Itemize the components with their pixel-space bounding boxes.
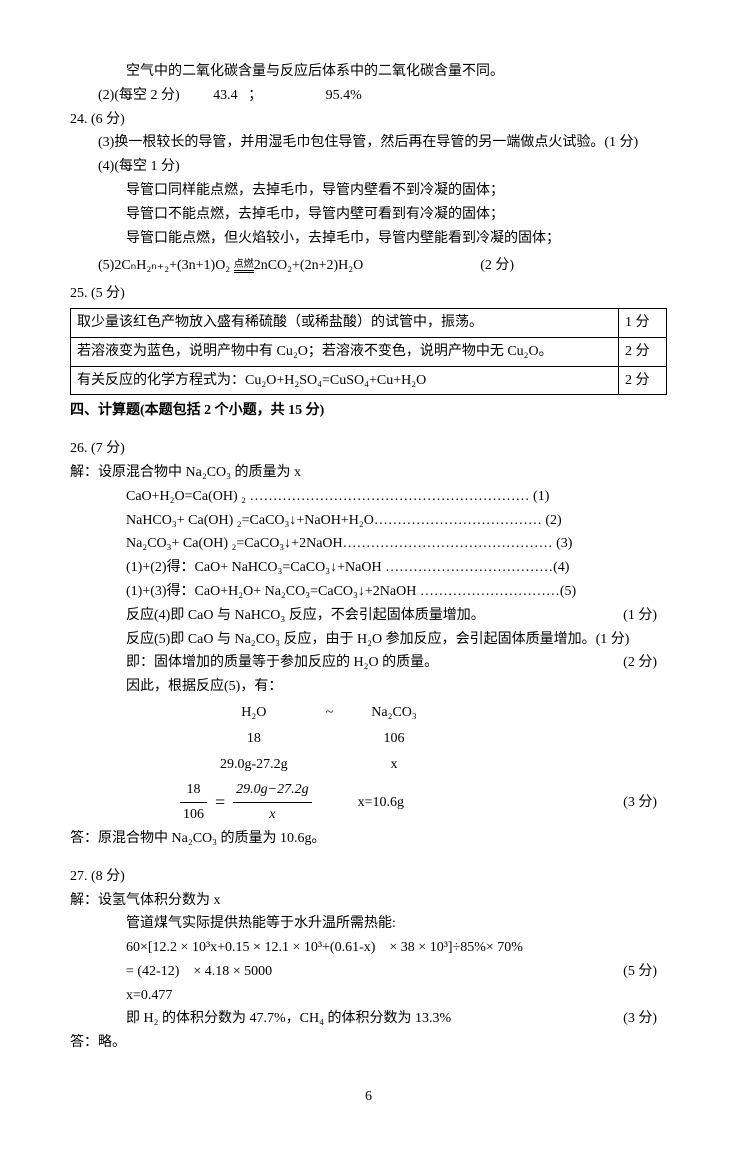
q25-row3: 有关反应的化学方程式为：Cu₂O+H₂SO₄=CuSO₄+Cu+H₂O	[71, 366, 619, 395]
q25-row3-pts: 2 分	[619, 366, 667, 395]
q26-r4-line: (1 分) 反应(4)即 CaO 与 NaHCO₃ 反应，不会引起固体质量增加。	[70, 604, 667, 628]
q26-mass-pts: (2 分)	[623, 651, 657, 675]
frac2-num: 29.0g−27.2g	[233, 778, 311, 803]
q26-r5: 反应(5)即 CaO 与 Na₂CO₃ 反应，由于 H₂O 参加反应，会引起固体…	[70, 628, 667, 652]
fraction-2: 29.0g−27.2g x	[233, 778, 311, 827]
q24-header: 24. (6 分)	[70, 108, 667, 132]
q25-table: 取少量该红色产物放入盛有稀硫酸（或稀盐酸）的试管中，振荡。 1 分 若溶液变为蓝…	[70, 308, 667, 395]
q26-therefore: 因此，根据反应(5)，有：	[70, 675, 667, 699]
q24-p4c: 导管口能点燃，但火焰较小，去掉毛巾，导管内壁能看到冷凝的固体；	[70, 227, 667, 251]
frac2-den: x	[233, 803, 311, 827]
q27-header: 27. (8 分)	[70, 865, 667, 889]
fraction-1: 18 106	[180, 778, 207, 827]
q24-p5-pts: (2 分)	[480, 258, 514, 273]
q26-eq2: NaHCO₃+ Ca(OH) ₂=CaCO₃↓+NaOH+H₂O………………………	[70, 509, 667, 533]
q26-eq3: Na₂CO₃+ Ca(OH) ₂=CaCO₃↓+2NaOH………………………………	[70, 532, 667, 556]
pre-line-2: (2)(每空 2 分) 43.4 ； 95.4%	[70, 84, 667, 108]
q26-mass-line: (2 分) 即：固体增加的质量等于参加反应的 H₂O 的质量。	[70, 651, 667, 675]
q26-ans-x: x=10.6g	[358, 791, 404, 815]
q25-row1-pts: 1 分	[619, 308, 667, 337]
q26-fraction-line: 18 106 = 29.0g−27.2g x x=10.6g (3 分)	[180, 778, 667, 827]
q24-p5: (5)2CₙH₂ₙ₊₂+(3n+1)O₂ 点燃 2nCO₂+(2n+2)H₂O …	[70, 254, 667, 278]
q27-answer: 答：略。	[70, 1031, 667, 1055]
q25-row2: 若溶液变为蓝色，说明产物中有 Cu₂O；若溶液不变色，说明产物中无 Cu₂O。	[71, 337, 619, 366]
q27-result-pts: (3 分)	[623, 1007, 657, 1031]
q26-mass: 即：固体增加的质量等于参加反应的 H₂O 的质量。	[126, 655, 438, 670]
q27-result: 即 H₂ 的体积分数为 47.7%，CH₄ 的体积分数为 13.3%	[126, 1011, 451, 1026]
table-row: 取少量该红色产物放入盛有稀硫酸（或稀盐酸）的试管中，振荡。 1 分	[71, 308, 667, 337]
q26-eq4: (1)+(2)得：CaO+ NaHCO₃=CaCO₃↓+NaOH ……………………	[70, 556, 667, 580]
q24-p4b: 导管口不能点燃，去掉毛巾，导管内壁可看到有冷凝的固体；	[70, 203, 667, 227]
q24-p5-cond: 点燃	[234, 259, 254, 270]
q26-eq5: (1)+(3)得：CaO+H₂O+ Na₂CO₃=CaCO₃↓+2NaOH ………	[70, 580, 667, 604]
reaction-condition-icon: 点燃	[234, 259, 254, 273]
pre-label: (2)(每空 2 分)	[98, 88, 180, 103]
q26-r4: 反应(4)即 CaO 与 NaHCO₃ 反应，不会引起固体质量增加。	[126, 608, 485, 623]
q26-answer: 答：原混合物中 Na₂CO₃ 的质量为 10.6g。	[70, 827, 667, 851]
prop-na2co3: Na₂CO₃	[353, 701, 435, 725]
pre-val2: 95.4%	[326, 88, 362, 103]
q26-r4-pts: (1 分)	[623, 604, 657, 628]
table-row: 若溶液变为蓝色，说明产物中有 Cu₂O；若溶液不变色，说明产物中无 Cu₂O。 …	[71, 337, 667, 366]
q27-set: 解：设氢气体积分数为 x	[70, 889, 667, 913]
table-row: 有关反应的化学方程式为：Cu₂O+H₂SO₄=CuSO₄+Cu+H₂O 2 分	[71, 366, 667, 395]
q27-calc2: = (42-12) × 4.18 × 5000	[126, 964, 272, 979]
equals-sign: =	[215, 787, 225, 818]
q24-p3: (3)换一根较长的导管，并用湿毛巾包住导管，然后再在导管的另一端做点火试验。(1…	[70, 131, 667, 155]
q27-calc2-line: (5 分) = (42-12) × 4.18 × 5000	[70, 960, 667, 984]
q27-calc1: 60×[12.2 × 10³x+0.15 × 12.1 × 10³+(0.61-…	[70, 936, 667, 960]
q25-row1: 取少量该红色产物放入盛有稀硫酸（或稀盐酸）的试管中，振荡。	[71, 308, 619, 337]
q26-proportion-table: H₂O ~ Na₂CO₃ 18 106 29.0g-27.2g x	[200, 699, 437, 778]
q25-header: 25. (5 分)	[70, 282, 667, 306]
q24-p5-lhs: (5)2CₙH₂ₙ₊₂+(3n+1)O₂	[98, 258, 230, 273]
q26-ans-pts: (3 分)	[623, 791, 657, 815]
mw-106: 106	[353, 727, 435, 751]
pre-sep: ；	[248, 88, 262, 103]
table-row: 29.0g-27.2g x	[202, 753, 435, 777]
q27-calc3: x=0.477	[70, 984, 667, 1008]
q27-result-line: (3 分) 即 H₂ 的体积分数为 47.7%，CH₄ 的体积分数为 13.3%	[70, 1007, 667, 1031]
q25-row2-pts: 2 分	[619, 337, 667, 366]
q27-calc2-pts: (5 分)	[623, 960, 657, 984]
q24-p4a: 导管口同样能点燃，去掉毛巾，导管内壁看不到冷凝的固体；	[70, 179, 667, 203]
q26-eq1: CaO+H₂O=Ca(OH) ₂ …………………………………………………… (1…	[70, 485, 667, 509]
q24-p5-rhs: 2nCO₂+(2n+2)H₂O	[254, 258, 364, 273]
mw-18: 18	[202, 727, 306, 751]
prop-h2o: H₂O	[202, 701, 306, 725]
prop-tilde: ~	[308, 701, 352, 725]
table-row: H₂O ~ Na₂CO₃	[202, 701, 435, 725]
q26-header: 26. (7 分)	[70, 437, 667, 461]
pre-line-1: 空气中的二氧化碳含量与反应后体系中的二氧化碳含量不同。	[70, 60, 667, 84]
q26-set: 解：设原混合物中 Na₂CO₃ 的质量为 x	[70, 461, 667, 485]
frac1-den: 106	[180, 803, 207, 827]
pre-val1: 43.4	[213, 88, 238, 103]
section-4-title: 四、计算题(本题包括 2 个小题，共 15 分)	[70, 399, 667, 423]
x-label: x	[353, 753, 435, 777]
page-number: 6	[70, 1085, 667, 1109]
table-row: 18 106	[202, 727, 435, 751]
q24-p4-label: (4)(每空 1 分)	[70, 155, 667, 179]
q27-line1: 管道煤气实际提供热能等于水升温所需热能:	[70, 912, 667, 936]
frac1-num: 18	[180, 778, 207, 803]
diff: 29.0g-27.2g	[202, 753, 306, 777]
